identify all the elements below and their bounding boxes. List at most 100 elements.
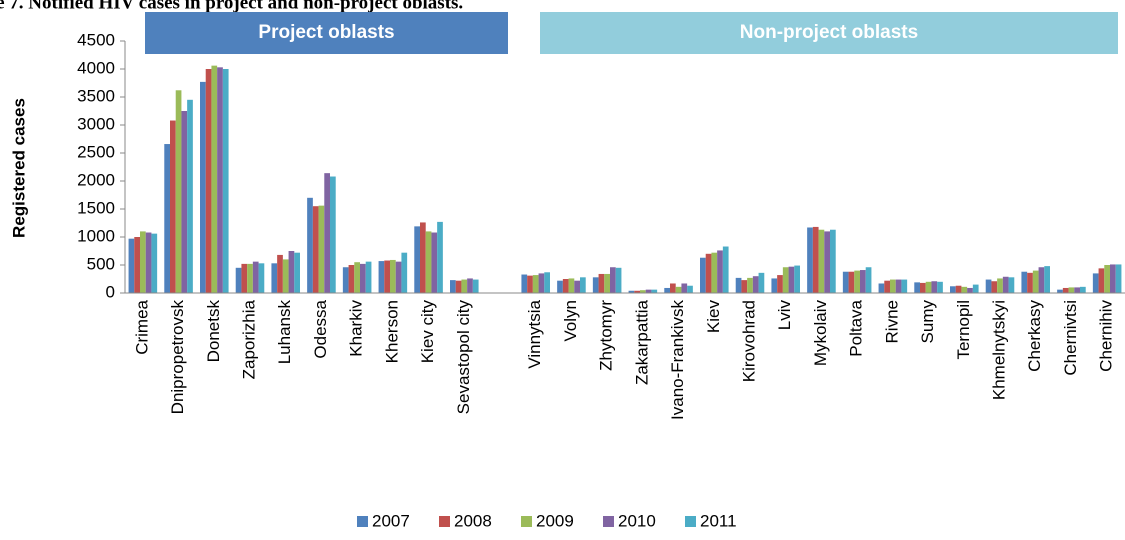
bar bbox=[365, 261, 372, 293]
bar bbox=[788, 266, 795, 293]
bar bbox=[901, 279, 908, 293]
y-tick-label: 1000 bbox=[77, 226, 115, 245]
bar bbox=[771, 278, 778, 293]
bar bbox=[961, 286, 968, 293]
banner bbox=[145, 12, 508, 54]
bar bbox=[450, 280, 456, 293]
bar bbox=[1021, 271, 1028, 293]
bar bbox=[985, 279, 992, 293]
bar bbox=[538, 273, 545, 293]
bar bbox=[544, 272, 550, 293]
y-axis-label: Registered cases bbox=[9, 98, 28, 238]
bar bbox=[241, 263, 248, 293]
x-tick-label: Kiev bbox=[704, 300, 723, 334]
bar bbox=[865, 267, 872, 293]
bar bbox=[758, 272, 765, 293]
bar bbox=[645, 289, 652, 293]
bar bbox=[830, 229, 836, 293]
bar bbox=[741, 280, 748, 293]
bar bbox=[794, 265, 800, 293]
bar bbox=[1080, 286, 1086, 293]
bar bbox=[164, 144, 170, 293]
bar bbox=[664, 287, 670, 293]
bar bbox=[681, 283, 688, 293]
bar bbox=[705, 253, 712, 293]
x-tick-label: Mykolaiv bbox=[811, 300, 830, 367]
bar bbox=[187, 99, 193, 293]
bar bbox=[991, 281, 998, 293]
bar bbox=[390, 259, 396, 293]
x-tick-label: Chernihiv bbox=[1097, 300, 1116, 372]
y-tick-label: 4000 bbox=[77, 58, 115, 77]
x-tick-label: Zhytomyr bbox=[597, 300, 616, 371]
bar bbox=[937, 281, 943, 293]
legend-swatch bbox=[439, 516, 450, 527]
bar bbox=[360, 263, 366, 293]
bar bbox=[1098, 268, 1105, 293]
bar bbox=[170, 120, 176, 294]
x-tick-label: Zaporizhia bbox=[239, 299, 258, 379]
chart-title: re 7. Notified HIV cases in project and … bbox=[0, 0, 463, 13]
y-tick-label: 2500 bbox=[77, 142, 115, 161]
bar bbox=[752, 276, 759, 293]
bar bbox=[128, 238, 135, 293]
x-tick-label: Crimea bbox=[132, 299, 151, 354]
x-tick-label: Vinnytsia bbox=[525, 299, 544, 368]
bar bbox=[247, 263, 253, 293]
x-tick-label: Volyn bbox=[561, 300, 580, 342]
y-tick-label: 500 bbox=[87, 254, 115, 273]
bar bbox=[1032, 270, 1039, 293]
bar bbox=[1074, 287, 1080, 293]
x-tick-label: Kherson bbox=[382, 300, 401, 363]
bar bbox=[592, 277, 599, 293]
bar bbox=[1044, 266, 1050, 293]
bar bbox=[437, 221, 443, 293]
legend-swatch bbox=[685, 516, 696, 527]
bar bbox=[967, 287, 973, 293]
bar bbox=[181, 111, 188, 293]
bar bbox=[735, 277, 742, 293]
bar bbox=[610, 267, 616, 293]
y-tick-label: 2000 bbox=[77, 170, 115, 189]
bar bbox=[920, 282, 926, 293]
bar bbox=[651, 289, 658, 293]
bar bbox=[1104, 265, 1110, 293]
bar bbox=[878, 283, 885, 293]
x-tick-label: Dnipropetrovsk bbox=[168, 300, 187, 415]
bar bbox=[640, 290, 646, 293]
bar bbox=[354, 262, 360, 293]
bar bbox=[288, 251, 295, 293]
bar bbox=[140, 231, 146, 293]
legend-label: 2009 bbox=[536, 511, 574, 530]
bar bbox=[925, 281, 932, 293]
bar bbox=[777, 275, 783, 293]
bar bbox=[717, 250, 723, 293]
bar bbox=[1068, 287, 1075, 293]
legend-label: 2007 bbox=[372, 511, 410, 530]
bar bbox=[277, 254, 283, 293]
legend-label: 2008 bbox=[454, 511, 492, 530]
bar bbox=[568, 278, 575, 293]
bar bbox=[557, 280, 563, 293]
bar bbox=[252, 261, 259, 293]
bar bbox=[854, 270, 860, 293]
x-tick-label: Khmelnytskyi bbox=[989, 300, 1008, 400]
bar bbox=[307, 197, 313, 293]
bar bbox=[1038, 267, 1045, 293]
bar bbox=[1092, 273, 1099, 293]
bar bbox=[747, 277, 753, 293]
legend-label: 2011 bbox=[700, 511, 737, 530]
bar bbox=[282, 259, 289, 293]
bar bbox=[914, 282, 920, 293]
bar bbox=[527, 275, 533, 293]
x-tick-label: Ternopil bbox=[954, 300, 973, 360]
bar bbox=[1115, 264, 1122, 293]
bar bbox=[687, 285, 693, 293]
bar bbox=[294, 252, 300, 293]
bar bbox=[205, 69, 212, 293]
x-tick-label: Chernivtsi bbox=[1061, 300, 1080, 376]
bar bbox=[818, 229, 825, 293]
bar bbox=[235, 267, 242, 293]
y-tick-label: 3500 bbox=[77, 86, 115, 105]
